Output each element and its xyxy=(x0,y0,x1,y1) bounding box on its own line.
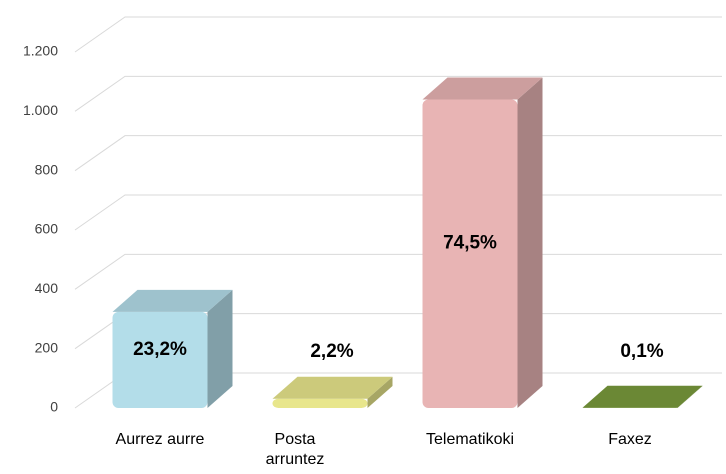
bar xyxy=(112,289,233,408)
grid-line xyxy=(74,135,722,172)
bar-front xyxy=(112,311,208,408)
grid-line xyxy=(74,75,722,112)
data-label: 2,2% xyxy=(310,341,353,362)
bar-side xyxy=(207,289,233,408)
grid-line xyxy=(74,194,722,231)
bar-top xyxy=(582,385,703,408)
bar-front xyxy=(422,99,518,408)
x-tick-label: Telematikoki xyxy=(425,431,515,448)
y-tick-label: 0 xyxy=(50,399,58,415)
x-tick-label: Aurrez aurre xyxy=(115,431,205,448)
bar-top xyxy=(272,376,393,399)
bar-top xyxy=(112,289,233,312)
grid-line xyxy=(74,16,722,53)
y-tick-label: 600 xyxy=(35,221,59,237)
bar xyxy=(582,385,703,408)
bar xyxy=(422,77,543,408)
data-label: 74,5% xyxy=(443,233,497,254)
y-tick-label: 800 xyxy=(35,161,59,177)
y-tick-label: 1.000 xyxy=(23,102,58,118)
bar xyxy=(272,376,393,408)
y-tick-label: 400 xyxy=(35,280,59,296)
bar-side xyxy=(367,376,393,408)
x-tick-label: Faxez xyxy=(608,431,652,448)
data-label: 23,2% xyxy=(133,339,187,360)
bar-side xyxy=(677,385,703,408)
y-tick-label: 1.200 xyxy=(23,43,58,59)
x-tick-label: Posta arruntez xyxy=(265,431,325,468)
data-label: 0,1% xyxy=(620,341,663,362)
bar-side xyxy=(517,77,543,408)
y-tick-label: 200 xyxy=(35,339,59,355)
bar-top xyxy=(422,77,543,100)
bar-front xyxy=(272,398,368,408)
grid-line xyxy=(74,253,722,290)
